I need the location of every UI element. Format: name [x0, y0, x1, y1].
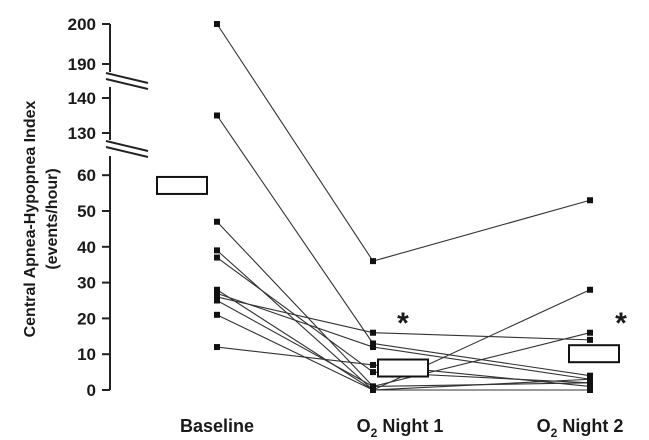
y-tick-label: 50: [77, 202, 96, 221]
axis-break-mark: [105, 140, 149, 152]
data-point: [214, 290, 220, 297]
data-point: [587, 376, 593, 383]
data-point: [214, 218, 220, 225]
data-point: [214, 293, 220, 300]
mean-box: [568, 344, 620, 364]
data-point: [587, 379, 593, 386]
data-point: [214, 112, 220, 119]
x-category-label: Baseline: [180, 416, 254, 436]
data-point: [370, 369, 376, 376]
y-axis-title-line2: (events/hour): [44, 168, 61, 269]
data-point: [214, 21, 220, 27]
data-point: [587, 383, 593, 390]
data-point: [370, 340, 376, 347]
x-axis-categories: Baseline O2 Night 1 O2 Night 2: [180, 416, 623, 440]
axis-break-mark: [105, 72, 149, 84]
data-point: [370, 383, 376, 390]
data-point: [370, 258, 376, 265]
mean-box: [156, 175, 208, 195]
significance-marks: * *: [397, 307, 627, 340]
x-category-label: O2 Night 1: [357, 416, 444, 440]
data-point: [214, 286, 220, 293]
mean-boxes: [156, 175, 620, 378]
data-point: [587, 387, 593, 393]
axis-break-mark: [105, 146, 149, 158]
data-point: [587, 329, 593, 336]
data-point: [587, 197, 593, 204]
y-tick-label: 0: [87, 381, 96, 400]
y-tick-label: 40: [77, 238, 96, 257]
data-point: [587, 336, 593, 343]
y-tick-label: 20: [77, 309, 96, 328]
mean-box: [377, 358, 429, 378]
data-point: [214, 344, 220, 351]
data-point: [214, 297, 220, 304]
y-tick-label: 60: [77, 166, 96, 185]
y-tick-label: 30: [77, 274, 96, 293]
y-tick-label: 130: [68, 124, 96, 143]
y-tick-label: 10: [77, 345, 96, 364]
data-point: [370, 329, 376, 336]
data-point: [214, 247, 220, 254]
y-axis-title-line1: Central Apnea-Hypopnea Index: [22, 101, 39, 338]
x-category-label: O2 Night 2: [537, 416, 624, 440]
data-point: [370, 344, 376, 351]
y-tick-label: 190: [68, 55, 96, 74]
y-tick-label: 200: [68, 15, 96, 34]
axis-break-mark: [105, 78, 149, 90]
significance-star: *: [615, 307, 627, 340]
y-tick-label: 140: [68, 89, 96, 108]
significance-star: *: [397, 307, 409, 340]
y-axis: 0 10 20 30 40 50 60 130 140 190 200: [68, 15, 149, 400]
data-point: [214, 254, 220, 261]
data-point: [587, 372, 593, 379]
data-point: [370, 387, 376, 393]
data-points: [214, 21, 593, 393]
data-point: [214, 311, 220, 318]
data-point: [370, 361, 376, 368]
series-line: [216, 23, 591, 262]
data-point: [587, 286, 593, 293]
